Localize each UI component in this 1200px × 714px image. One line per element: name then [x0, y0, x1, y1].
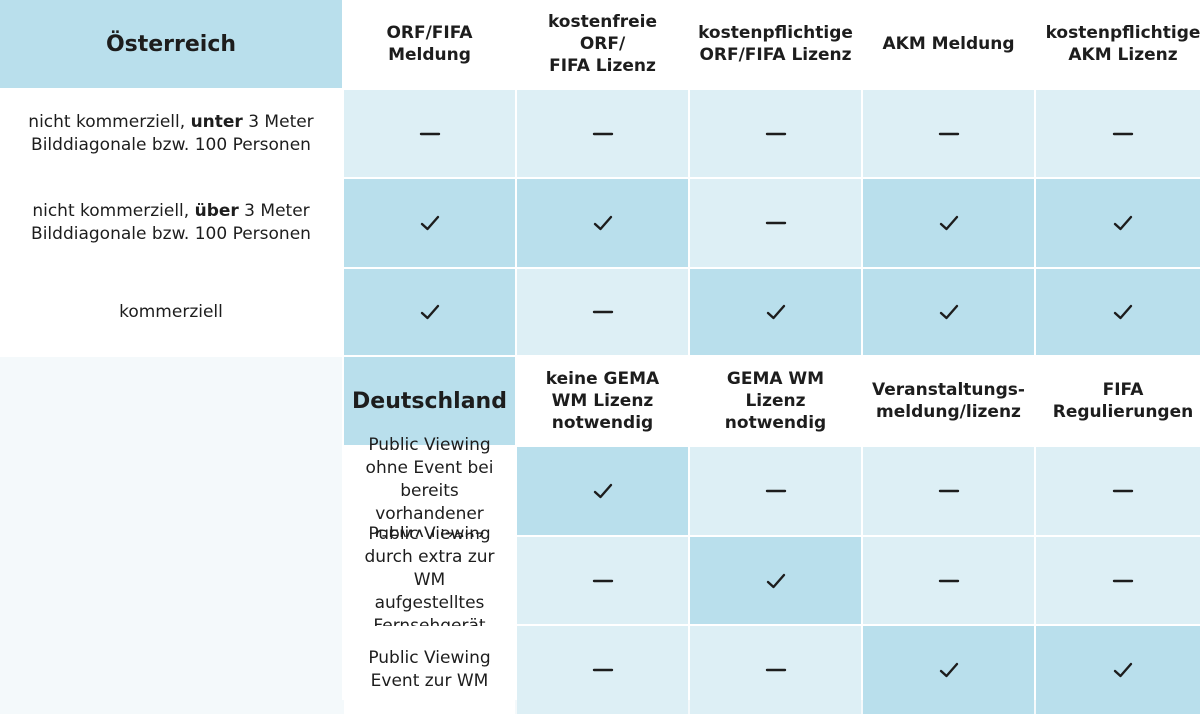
- check-icon: [517, 179, 688, 267]
- dash-icon: [690, 447, 861, 535]
- dash-icon: [517, 269, 688, 355]
- dash-icon: [344, 90, 515, 177]
- row-header-kommerziell: kommerziell: [0, 269, 342, 355]
- check-icon: [863, 179, 1034, 267]
- check-icon: [1036, 269, 1200, 355]
- country-header-austria: Österreich: [0, 0, 342, 88]
- row-label: nicht kommerziell, unter 3 Meter Bilddiag…: [28, 111, 314, 155]
- row-header-ohne-event: Public Viewing ohne Event bei bereits vor…: [344, 435, 515, 547]
- column-header-fifa-regulierungen: FIFA Regulierungen: [1036, 357, 1200, 445]
- column-header-keine-gema-wm-lizenz: keine GEMA WM Lizenz notwendig: [517, 357, 688, 445]
- dash-icon: [863, 90, 1034, 177]
- check-icon: [1036, 179, 1200, 267]
- dash-icon: [517, 90, 688, 177]
- column-header-akm-meldung: AKM Meldung: [863, 0, 1034, 88]
- dash-icon: [1036, 447, 1200, 535]
- row-label: Public Viewing ohne Event bei bereits vor…: [365, 434, 494, 547]
- column-header-kostenpflichtige-orf-fifa-lizenz: kostenpflichtige ORF/FIFA Lizenz: [690, 0, 861, 88]
- column-header-veranstaltungsmeldung: Veranstaltungs-meldung/lizenz: [863, 357, 1034, 445]
- dash-icon: [863, 447, 1034, 535]
- check-icon: [863, 626, 1034, 714]
- row-header-extra-fernsehgeraet: Public Viewing durch extra zur WM aufgest…: [344, 524, 515, 636]
- check-icon: [1036, 626, 1200, 714]
- row-label: nicht kommerziell, über 3 Meter Bilddiago…: [31, 201, 311, 244]
- check-icon: [863, 269, 1034, 355]
- country-header-germany: Deutschland: [344, 357, 515, 445]
- check-icon: [344, 269, 515, 355]
- dash-icon: [690, 90, 861, 177]
- row-label: kommerziell: [119, 301, 223, 322]
- check-icon: [690, 269, 861, 355]
- dash-icon: [690, 626, 861, 714]
- row-header-event-zur-wm: Public Viewing Event zur WM: [344, 626, 515, 714]
- empty-area: [0, 357, 342, 714]
- check-icon: [517, 447, 688, 535]
- row-header-nicht-kommerziell-ueber: nicht kommerziell, über 3 Meter Bilddiago…: [0, 179, 342, 267]
- dash-icon: [690, 179, 861, 267]
- dash-icon: [1036, 90, 1200, 177]
- dash-icon: [517, 537, 688, 624]
- dash-icon: [1036, 537, 1200, 624]
- column-header-orf-fifa-meldung: ORF/FIFA Meldung: [344, 0, 515, 88]
- column-header-kostenfreie-orf-fifa-lizenz: kostenfreie ORF/FIFA Lizenz: [517, 0, 688, 88]
- dash-icon: [517, 626, 688, 714]
- dash-icon: [863, 537, 1034, 624]
- row-header-nicht-kommerziell-unter: nicht kommerziell, unter 3 Meter Bilddiag…: [0, 90, 342, 177]
- column-header-kostenpflichtige-akm-lizenz: kostenpflichtige AKM Lizenz: [1036, 0, 1200, 88]
- column-header-gema-wm-lizenz: GEMA WM Lizenz notwendig: [690, 357, 861, 445]
- row-label: Public Viewing durch extra zur WM aufgest…: [364, 524, 495, 636]
- row-label: Public Viewing Event zur WM: [368, 648, 491, 691]
- check-icon: [344, 179, 515, 267]
- check-icon: [690, 537, 861, 624]
